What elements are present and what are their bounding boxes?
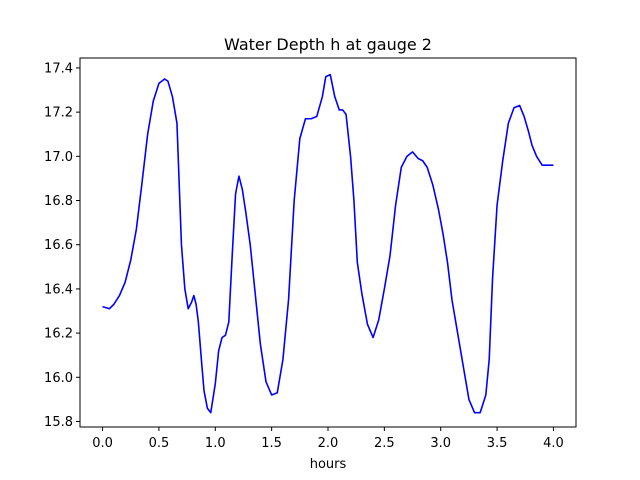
x-tick-label: 1.0 xyxy=(205,436,226,451)
y-tick-label: 16.4 xyxy=(44,282,73,297)
y-tick-label: 17.2 xyxy=(44,106,73,121)
series-line-0 xyxy=(102,73,554,414)
x-tick-label: 4.0 xyxy=(543,436,564,451)
y-tick-label: 17.0 xyxy=(44,150,73,165)
y-axis: 15.8 16.0 16.2 16.4 16.6 16.8 17.0 17.2 17.4 xyxy=(44,61,80,430)
x-tick-label: 3.5 xyxy=(487,436,508,451)
x-tick-label: 1.5 xyxy=(261,436,282,451)
y-tick-label: 16.8 xyxy=(44,194,73,209)
x-tick-label: 2.0 xyxy=(318,436,339,451)
x-axis: 0.0 0.5 1.0 1.5 2.0 2.5 3.0 3.5 4.0 xyxy=(92,427,564,451)
y-tick-label: 17.4 xyxy=(44,61,73,76)
x-axis-label: hours xyxy=(310,457,347,472)
chart-title: Water Depth h at gauge 2 xyxy=(224,35,432,54)
y-tick-label: 16.0 xyxy=(44,371,73,386)
y-tick-label: 16.2 xyxy=(44,327,73,342)
y-tick-label: 16.6 xyxy=(44,238,73,253)
y-tick-label: 15.8 xyxy=(44,415,73,430)
plot-frame xyxy=(79,57,577,428)
plot-area xyxy=(80,58,576,427)
x-tick-label: 0.0 xyxy=(92,436,113,451)
x-tick-label: 0.5 xyxy=(149,436,170,451)
x-tick-label: 2.5 xyxy=(374,436,395,451)
series-layer xyxy=(102,73,554,414)
x-tick-label: 3.0 xyxy=(430,436,451,451)
